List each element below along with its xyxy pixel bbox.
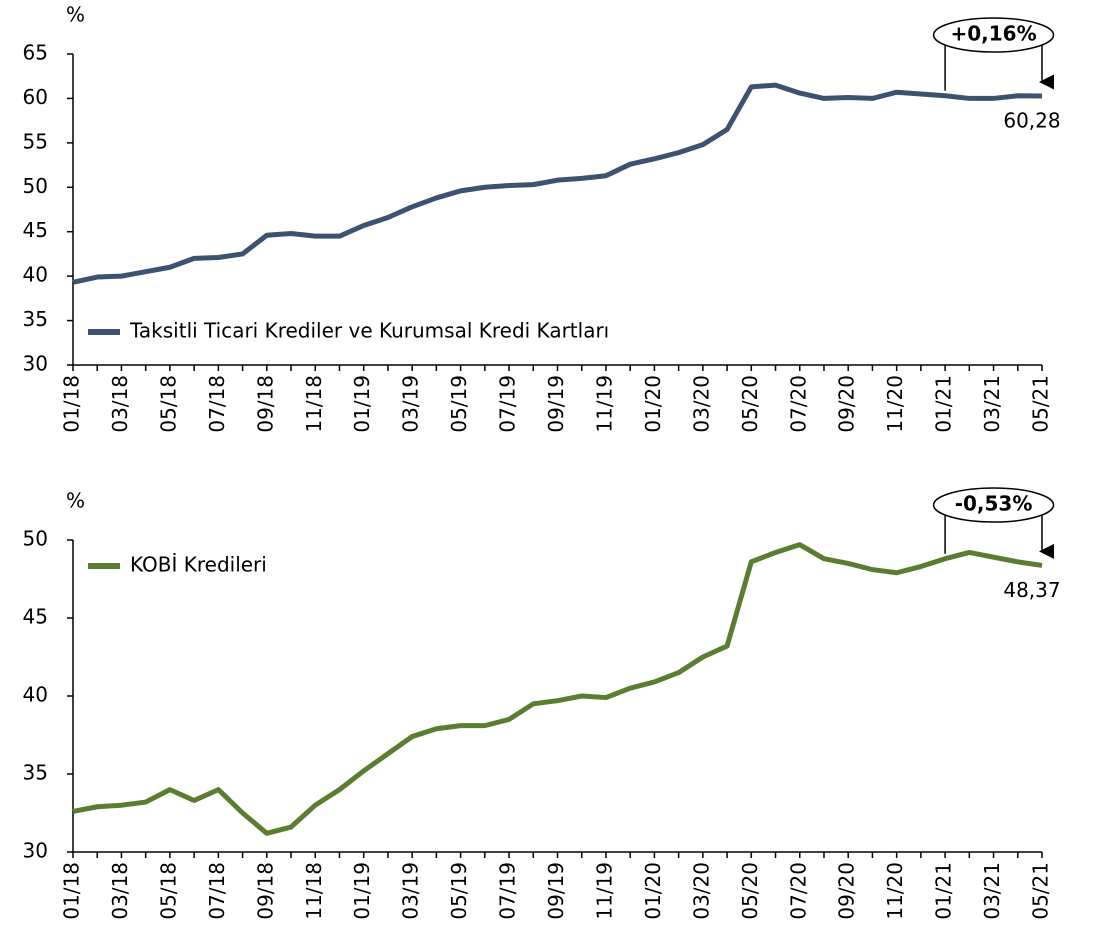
x-tick-label: 03/19 bbox=[399, 375, 423, 433]
x-tick-label: 05/19 bbox=[447, 375, 471, 433]
x-tick-label: 07/19 bbox=[496, 862, 520, 920]
x-tick-label: 11/19 bbox=[592, 862, 616, 920]
x-tick-label: 07/20 bbox=[786, 375, 810, 433]
x-tick-label: 05/18 bbox=[156, 862, 180, 920]
x-tick-label: 01/18 bbox=[60, 375, 84, 433]
y-tick-label: 35 bbox=[23, 761, 48, 785]
x-tick-label: 01/21 bbox=[932, 375, 956, 433]
x-tick-label: 07/20 bbox=[786, 862, 810, 920]
x-tick-label: 11/18 bbox=[302, 375, 326, 433]
annotation-oval bbox=[932, 17, 1055, 53]
x-tick-label: 07/18 bbox=[205, 375, 229, 433]
y-tick-label: 35 bbox=[23, 307, 48, 331]
y-tick-label: 30 bbox=[23, 839, 48, 863]
annotation-text: +0,16% bbox=[950, 22, 1036, 46]
x-tick-label: 01/19 bbox=[350, 862, 374, 920]
x-tick-label: 03/20 bbox=[689, 375, 713, 433]
x-tick-label: 01/20 bbox=[641, 375, 665, 433]
x-tick-label: 01/19 bbox=[350, 375, 374, 433]
x-tick-label: 09/19 bbox=[544, 375, 568, 433]
x-tick-label: 05/18 bbox=[156, 375, 180, 433]
x-tick-label: 09/20 bbox=[835, 375, 859, 433]
x-tick-label: 11/18 bbox=[302, 862, 326, 920]
y-tick-label: 50 bbox=[23, 527, 48, 551]
x-tick-label: 05/20 bbox=[738, 375, 762, 433]
x-tick-label: 01/18 bbox=[60, 862, 84, 920]
x-tick-label: 09/19 bbox=[544, 862, 568, 920]
legend-label: KOBİ Kredileri bbox=[130, 553, 267, 577]
x-tick-label: 03/20 bbox=[689, 862, 713, 920]
x-tick-label: 05/20 bbox=[738, 862, 762, 920]
x-tick-label: 03/21 bbox=[980, 375, 1004, 433]
x-tick-label: 09/18 bbox=[253, 375, 277, 433]
x-tick-label: 05/21 bbox=[1029, 862, 1053, 920]
x-tick-label: 11/19 bbox=[592, 375, 616, 433]
x-tick-label: 07/19 bbox=[496, 375, 520, 433]
y-tick-label: 55 bbox=[23, 129, 48, 153]
value-label: 60,28 bbox=[1003, 108, 1060, 132]
x-tick-label: 03/21 bbox=[980, 862, 1004, 920]
y-tick-label: 50 bbox=[23, 174, 48, 198]
x-tick-label: 05/21 bbox=[1029, 375, 1053, 433]
y-tick-label: 40 bbox=[23, 263, 48, 287]
y-tick-label: 45 bbox=[23, 218, 48, 242]
x-tick-label: 01/20 bbox=[641, 862, 665, 920]
x-tick-label: 11/20 bbox=[883, 375, 907, 433]
x-tick-label: 03/18 bbox=[108, 862, 132, 920]
unit-label: % bbox=[66, 489, 85, 513]
x-tick-label: 05/19 bbox=[447, 862, 471, 920]
x-tick-label: 11/20 bbox=[883, 862, 907, 920]
line-series bbox=[72, 542, 1043, 836]
value-label: 48,37 bbox=[1003, 578, 1060, 602]
x-tick-label: 09/20 bbox=[835, 862, 859, 920]
legend-label: Taksitli Ticari Krediler ve Kurumsal Kre… bbox=[129, 319, 609, 343]
y-tick-label: 65 bbox=[23, 41, 48, 65]
unit-label: % bbox=[66, 3, 85, 27]
y-tick-label: 60 bbox=[23, 85, 48, 109]
y-tick-label: 45 bbox=[23, 605, 48, 629]
x-tick-label: 07/18 bbox=[205, 862, 229, 920]
annotation-oval bbox=[932, 487, 1055, 523]
y-tick-label: 30 bbox=[23, 352, 48, 376]
y-tick-label: 40 bbox=[23, 683, 48, 707]
annotation-text: -0,53% bbox=[955, 492, 1033, 516]
x-tick-label: 09/18 bbox=[253, 862, 277, 920]
x-tick-label: 03/18 bbox=[108, 375, 132, 433]
x-tick-label: 03/19 bbox=[399, 862, 423, 920]
x-tick-label: 01/21 bbox=[932, 862, 956, 920]
line-series bbox=[72, 82, 1043, 285]
